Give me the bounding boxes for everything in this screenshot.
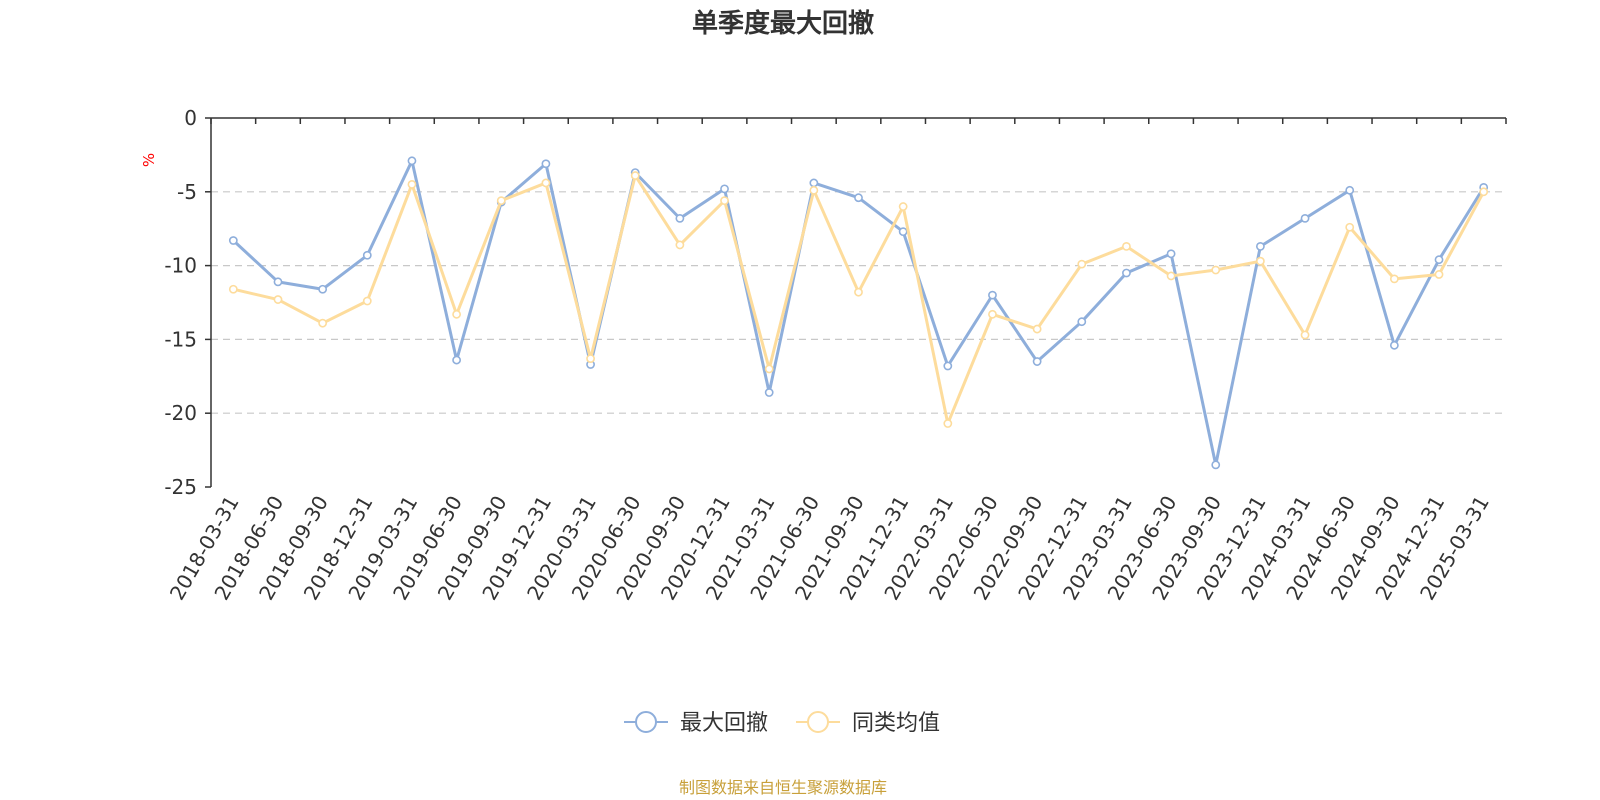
data-point[interactable] bbox=[541, 178, 551, 188]
data-point[interactable] bbox=[764, 388, 774, 397]
legend-circle-icon bbox=[807, 711, 829, 733]
source-note: 制图数据来自恒生聚源数据库 bbox=[679, 778, 887, 797]
data-point[interactable] bbox=[809, 185, 819, 195]
data-point[interactable] bbox=[452, 309, 462, 319]
data-point[interactable] bbox=[898, 202, 908, 211]
data-point[interactable] bbox=[541, 159, 551, 169]
data-point[interactable] bbox=[1166, 249, 1176, 259]
data-point[interactable] bbox=[1211, 460, 1221, 470]
data-point[interactable] bbox=[1255, 256, 1265, 266]
data-point[interactable] bbox=[1434, 255, 1444, 265]
data-point[interactable] bbox=[586, 354, 595, 363]
data-point[interactable] bbox=[943, 419, 953, 428]
data-point[interactable] bbox=[228, 284, 238, 294]
series-peer-average bbox=[228, 171, 1489, 428]
data-point[interactable] bbox=[1122, 242, 1131, 251]
data-point[interactable] bbox=[407, 180, 417, 189]
data-point[interactable] bbox=[273, 277, 283, 287]
data-point[interactable] bbox=[1434, 270, 1444, 279]
legend-label: 最大回撤 bbox=[680, 711, 768, 736]
y-tick-label: -15 bbox=[164, 327, 197, 351]
data-point[interactable] bbox=[318, 284, 328, 294]
data-point[interactable] bbox=[318, 318, 328, 328]
legend-circle-icon bbox=[635, 711, 657, 733]
data-point[interactable] bbox=[1122, 268, 1131, 278]
data-point[interactable] bbox=[675, 240, 685, 250]
data-point[interactable] bbox=[1389, 274, 1399, 284]
data-point[interactable] bbox=[675, 213, 685, 223]
y-tick-label: -5 bbox=[177, 180, 197, 204]
data-point[interactable] bbox=[496, 196, 506, 206]
data-point[interactable] bbox=[898, 227, 908, 237]
data-point[interactable] bbox=[1032, 357, 1042, 366]
y-tick-label: -25 bbox=[164, 475, 197, 499]
series-max-drawdown bbox=[228, 156, 1489, 470]
data-point[interactable] bbox=[1345, 185, 1355, 195]
data-point[interactable] bbox=[1255, 242, 1265, 251]
data-point[interactable] bbox=[1300, 330, 1310, 340]
legend-label: 同类均值 bbox=[852, 711, 940, 736]
data-point[interactable] bbox=[943, 361, 953, 371]
data-point[interactable] bbox=[273, 295, 283, 304]
data-point[interactable] bbox=[228, 236, 238, 245]
data-point[interactable] bbox=[1077, 317, 1087, 327]
data-point[interactable] bbox=[854, 287, 863, 297]
data-point[interactable] bbox=[720, 184, 729, 194]
legend-item-max-drawdown[interactable]: 最大回撤 bbox=[624, 711, 768, 736]
legend[interactable]: 最大回撤 同类均值 bbox=[624, 711, 940, 736]
y-tick-label: -10 bbox=[164, 254, 197, 278]
series-layer bbox=[228, 156, 1489, 470]
data-point[interactable] bbox=[988, 309, 997, 319]
data-point[interactable] bbox=[1077, 259, 1087, 269]
data-point[interactable] bbox=[1166, 271, 1176, 281]
y-axis-unit: % bbox=[140, 153, 158, 167]
data-point[interactable] bbox=[1479, 187, 1489, 197]
axes: 0-5-10-15-20-252018-03-312018-06-302018-… bbox=[164, 106, 1507, 604]
data-point[interactable] bbox=[809, 178, 819, 188]
chart-title: 单季度最大回撤 bbox=[692, 8, 874, 39]
legend-item-peer-average[interactable]: 同类均值 bbox=[796, 711, 940, 736]
data-point[interactable] bbox=[1211, 265, 1221, 275]
data-point[interactable] bbox=[854, 193, 863, 203]
data-point[interactable] bbox=[1300, 213, 1310, 223]
data-point[interactable] bbox=[1345, 222, 1355, 232]
data-point[interactable] bbox=[407, 156, 417, 166]
data-point[interactable] bbox=[988, 290, 997, 300]
series-line bbox=[232, 174, 1485, 426]
data-point[interactable] bbox=[630, 171, 640, 180]
data-point[interactable] bbox=[1032, 324, 1042, 334]
data-point[interactable] bbox=[362, 250, 372, 260]
data-point[interactable] bbox=[720, 196, 729, 206]
data-point[interactable] bbox=[362, 296, 372, 306]
gridlines bbox=[211, 191, 1506, 414]
data-point[interactable] bbox=[764, 364, 774, 374]
data-point[interactable] bbox=[1389, 340, 1399, 350]
y-tick-label: 0 bbox=[184, 106, 197, 130]
data-point[interactable] bbox=[452, 355, 462, 365]
y-tick-label: -20 bbox=[164, 401, 197, 425]
